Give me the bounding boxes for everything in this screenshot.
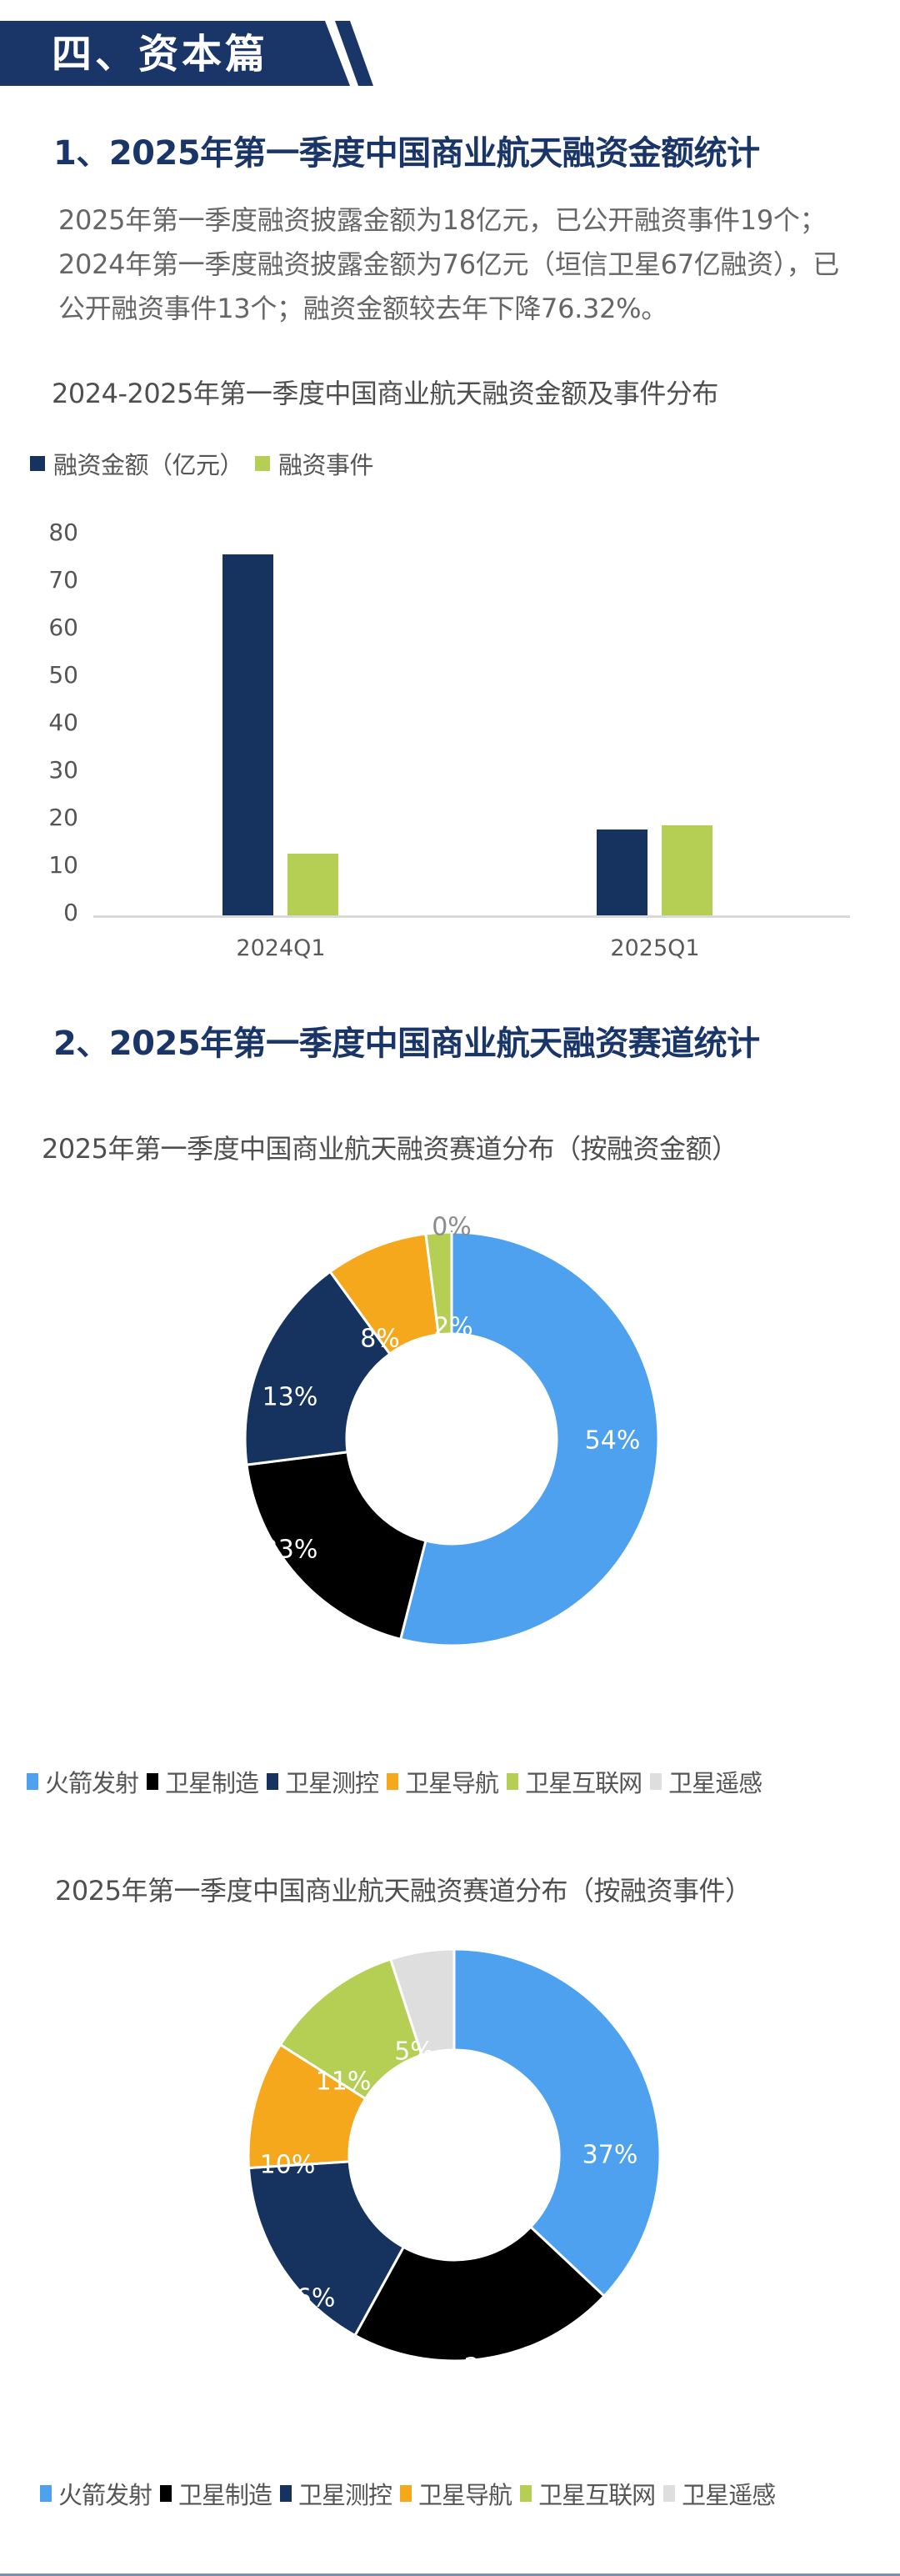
y-tick: 80 <box>48 519 78 546</box>
slice-label: 13% <box>262 1382 318 1412</box>
slice-label: 2% <box>433 1312 473 1342</box>
y-tick: 60 <box>48 614 78 641</box>
legend-swatch-sky <box>40 2485 52 2502</box>
slice-satellite-tt-c <box>243 1270 392 1466</box>
legend-item: 火箭发射 <box>40 2476 152 2511</box>
slice-satellite-manufacturing <box>352 2225 607 2363</box>
legend-item: 卫星导航 <box>400 2476 512 2511</box>
section1-paragraph: 2025年第一季度融资披露金额为18亿元，已公开融资事件19个；2024年第一季… <box>58 204 839 324</box>
x-tick-label: 2025Q1 <box>610 935 700 961</box>
section-banner: 四、资本篇 <box>0 21 383 86</box>
y-tick: 30 <box>48 756 78 784</box>
legend-item: 卫星互联网 <box>507 1764 642 1799</box>
legend-swatch-navy <box>267 1773 279 1790</box>
legend-label: 卫星测控 <box>298 2481 392 2509</box>
legend-item: 卫星制造 <box>147 1764 259 1799</box>
slice-rocket-launch <box>398 1230 660 1647</box>
legend-label: 融资事件 <box>278 451 374 479</box>
legend-item: 卫星遥感 <box>663 2476 776 2511</box>
slice-label: 16% <box>279 2283 336 2313</box>
slice-label: 11% <box>315 2067 372 2097</box>
legend-item: 火箭发射 <box>27 1764 139 1799</box>
legend-label: 融资金额（亿元） <box>53 451 244 479</box>
y-tick: 10 <box>48 851 78 879</box>
banner-title: 四、资本篇 <box>52 31 269 78</box>
legend-item: 卫星测控 <box>280 2476 392 2511</box>
x-tick-label: 2024Q1 <box>236 935 326 961</box>
legend-label: 火箭发射 <box>45 1769 139 1797</box>
bar-chart-legend: 融资金额（亿元） 融资事件 <box>30 446 385 481</box>
slice-satellite-remote-sensing <box>388 1947 456 2057</box>
legend-label: 卫星制造 <box>165 1769 259 1797</box>
donut1-title: 2025年第一季度中国商业航天融资赛道分布（按融资金额） <box>42 1133 738 1165</box>
slice-label: 10% <box>259 2150 316 2180</box>
bar-2025q1-events <box>662 825 712 915</box>
legend-swatch-gray <box>663 2485 676 2502</box>
donut1-svg <box>243 1212 660 1647</box>
y-tick: 40 <box>48 709 78 736</box>
legend-swatch-black <box>160 2485 172 2502</box>
legend-swatch-navy <box>280 2485 292 2502</box>
banner-shape <box>0 21 373 86</box>
slice-label: 5% <box>394 2037 434 2067</box>
legend-label: 卫星互联网 <box>525 1769 642 1797</box>
bar-2024q1-amount <box>222 554 273 915</box>
donut2-legend: 火箭发射 卫星制造 卫星测控 卫星导航 卫星互联网 卫星遥感 <box>40 2476 783 2511</box>
slice-label: 21% <box>463 2353 520 2383</box>
legend-item: 卫星遥感 <box>650 1764 762 1799</box>
legend-swatch-gray <box>650 1773 662 1790</box>
legend-swatch-lime <box>255 456 271 471</box>
legend-item: 卫星互联网 <box>520 2476 656 2511</box>
section2-heading: 2、2025年第一季度中国商业航天融资赛道统计 <box>53 1025 760 1063</box>
donut2-svg <box>247 1947 662 2363</box>
legend-item-amount: 融资金额（亿元） <box>30 446 244 481</box>
legend-label: 卫星遥感 <box>668 1769 762 1797</box>
legend-swatch-navy <box>30 456 45 471</box>
legend-label: 卫星遥感 <box>682 2481 776 2509</box>
legend-item: 卫星制造 <box>160 2476 272 2511</box>
bar-chart-title: 2024-2025年第一季度中国商业航天融资金额及事件分布 <box>52 378 718 409</box>
section1-heading: 1、2025年第一季度中国商业航天融资金额统计 <box>53 134 760 173</box>
legend-swatch-orange <box>387 1773 399 1790</box>
donut-chart-events: 37% 21% 16% 10% 11% 5% <box>246 1947 662 2383</box>
legend-label: 卫星测控 <box>285 1769 379 1797</box>
y-tick: 0 <box>63 899 78 926</box>
slice-label-outer: 0% <box>432 1212 472 1242</box>
slice-label: 54% <box>584 1426 641 1456</box>
legend-label: 火箭发射 <box>58 2481 152 2509</box>
legend-swatch-orange <box>400 2485 412 2502</box>
x-axis-line <box>93 915 850 918</box>
y-tick: 70 <box>48 566 78 594</box>
legend-item: 卫星导航 <box>387 1764 499 1799</box>
y-tick: 50 <box>48 661 78 689</box>
slice-label: 37% <box>582 2140 638 2170</box>
bar-2024q1-events <box>288 854 338 915</box>
legend-swatch-lime <box>520 2485 532 2502</box>
legend-label: 卫星制造 <box>178 2481 272 2509</box>
slice-rocket-launch <box>452 1947 662 2298</box>
legend-swatch-black <box>147 1773 159 1790</box>
legend-item: 卫星测控 <box>267 1764 379 1799</box>
legend-label: 卫星互联网 <box>538 2481 656 2509</box>
slice-label: 23% <box>262 1535 318 1565</box>
donut-chart-amount: 54% 23% 13% 8% 2% 0% <box>243 1212 660 1647</box>
donut1-legend: 火箭发射 卫星制造 卫星测控 卫星导航 卫星互联网 卫星遥感 <box>27 1764 770 1799</box>
donut2-title: 2025年第一季度中国商业航天融资赛道分布（按融资事件） <box>55 1875 752 1907</box>
slice-satellite-manufacturing <box>245 1451 428 1641</box>
slice-satellite-internet <box>424 1230 453 1336</box>
y-tick: 20 <box>48 804 78 831</box>
legend-swatch-lime <box>507 1773 519 1790</box>
legend-label: 卫星导航 <box>405 1769 499 1797</box>
bar-2025q1-amount <box>597 829 648 915</box>
bar-chart: 融资金额（亿元） 融资事件 80 70 60 50 40 30 20 10 0 … <box>0 451 900 967</box>
bottom-divider <box>0 2573 900 2576</box>
legend-label: 卫星导航 <box>418 2481 512 2509</box>
slice-satellite-tt-c <box>247 2160 406 2338</box>
legend-item-events: 融资事件 <box>255 446 374 481</box>
slice-label: 8% <box>360 1324 400 1354</box>
legend-swatch-sky <box>27 1773 38 1790</box>
